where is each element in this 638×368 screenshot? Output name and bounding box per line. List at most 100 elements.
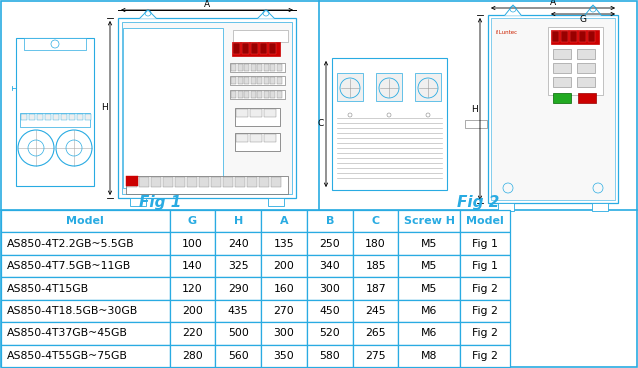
- Text: 187: 187: [366, 283, 386, 294]
- Bar: [261, 277, 307, 300]
- Bar: [579, 31, 586, 42]
- Bar: [460, 322, 510, 344]
- Bar: [24, 38, 86, 50]
- Bar: [170, 277, 216, 300]
- Bar: [263, 91, 269, 98]
- Bar: [235, 177, 245, 187]
- Bar: [242, 43, 249, 54]
- Polygon shape: [258, 10, 274, 18]
- Text: Fig 1: Fig 1: [139, 195, 181, 209]
- Text: 245: 245: [366, 306, 386, 316]
- Bar: [307, 210, 353, 233]
- Bar: [163, 177, 173, 187]
- Bar: [553, 49, 571, 59]
- Bar: [307, 344, 353, 367]
- Bar: [353, 277, 399, 300]
- Bar: [488, 15, 618, 203]
- Text: 275: 275: [366, 351, 386, 361]
- Bar: [231, 91, 236, 98]
- Bar: [307, 233, 353, 255]
- Text: AS850-4T55GB~75GB: AS850-4T55GB~75GB: [7, 351, 128, 361]
- Text: 560: 560: [228, 351, 249, 361]
- Bar: [216, 300, 261, 322]
- Text: Fig 2: Fig 2: [472, 328, 498, 338]
- Bar: [77, 114, 83, 120]
- Bar: [250, 134, 262, 142]
- Bar: [260, 43, 267, 54]
- Text: 180: 180: [365, 238, 386, 249]
- Bar: [45, 114, 51, 120]
- Text: Fig 2: Fig 2: [472, 283, 498, 294]
- Bar: [264, 109, 276, 117]
- Text: M5: M5: [421, 238, 438, 249]
- Text: Fig 1: Fig 1: [472, 261, 498, 271]
- Bar: [236, 109, 248, 117]
- Bar: [1, 277, 170, 300]
- Bar: [577, 63, 595, 73]
- Text: Fig 2: Fig 2: [472, 306, 498, 316]
- Bar: [399, 233, 460, 255]
- Bar: [263, 64, 269, 71]
- Bar: [491, 18, 615, 200]
- Bar: [235, 108, 280, 126]
- Text: 250: 250: [320, 238, 340, 249]
- Bar: [399, 300, 460, 322]
- Bar: [399, 322, 460, 344]
- Bar: [170, 322, 216, 344]
- Text: 520: 520: [320, 328, 340, 338]
- Bar: [118, 18, 296, 198]
- Bar: [122, 22, 292, 194]
- Bar: [353, 344, 399, 367]
- Bar: [261, 233, 307, 255]
- Bar: [175, 177, 185, 187]
- Bar: [353, 300, 399, 322]
- Bar: [577, 77, 595, 87]
- Bar: [307, 300, 353, 322]
- Text: G: G: [188, 216, 197, 226]
- Bar: [257, 77, 262, 84]
- Bar: [170, 233, 216, 255]
- Bar: [261, 210, 307, 233]
- Text: 450: 450: [320, 306, 340, 316]
- Bar: [257, 64, 262, 71]
- Bar: [37, 114, 43, 120]
- Text: 290: 290: [228, 283, 249, 294]
- Bar: [399, 344, 460, 367]
- Bar: [460, 233, 510, 255]
- Bar: [268, 198, 284, 206]
- Bar: [216, 210, 261, 233]
- Text: 500: 500: [228, 328, 249, 338]
- Text: 160: 160: [274, 283, 294, 294]
- Text: M5: M5: [421, 283, 438, 294]
- Bar: [261, 300, 307, 322]
- Bar: [353, 322, 399, 344]
- Bar: [1, 300, 170, 322]
- Bar: [216, 322, 261, 344]
- Bar: [577, 49, 595, 59]
- Polygon shape: [505, 5, 521, 15]
- Bar: [123, 28, 223, 188]
- Bar: [247, 177, 257, 187]
- Text: i!Luntec: i!Luntec: [496, 31, 518, 35]
- Bar: [276, 77, 281, 84]
- Bar: [251, 91, 255, 98]
- Bar: [21, 114, 27, 120]
- Bar: [126, 176, 288, 194]
- Bar: [216, 344, 261, 367]
- Bar: [271, 177, 281, 187]
- Bar: [553, 63, 571, 73]
- Text: AS850-4T15GB: AS850-4T15GB: [7, 283, 89, 294]
- Text: M8: M8: [421, 351, 438, 361]
- Text: 135: 135: [274, 238, 294, 249]
- Bar: [353, 255, 399, 277]
- Bar: [237, 64, 242, 71]
- Bar: [127, 177, 137, 187]
- Bar: [307, 277, 353, 300]
- Bar: [307, 322, 353, 344]
- Bar: [259, 177, 269, 187]
- Bar: [85, 114, 91, 120]
- Bar: [244, 77, 249, 84]
- Bar: [69, 114, 75, 120]
- Bar: [261, 255, 307, 277]
- Bar: [170, 255, 216, 277]
